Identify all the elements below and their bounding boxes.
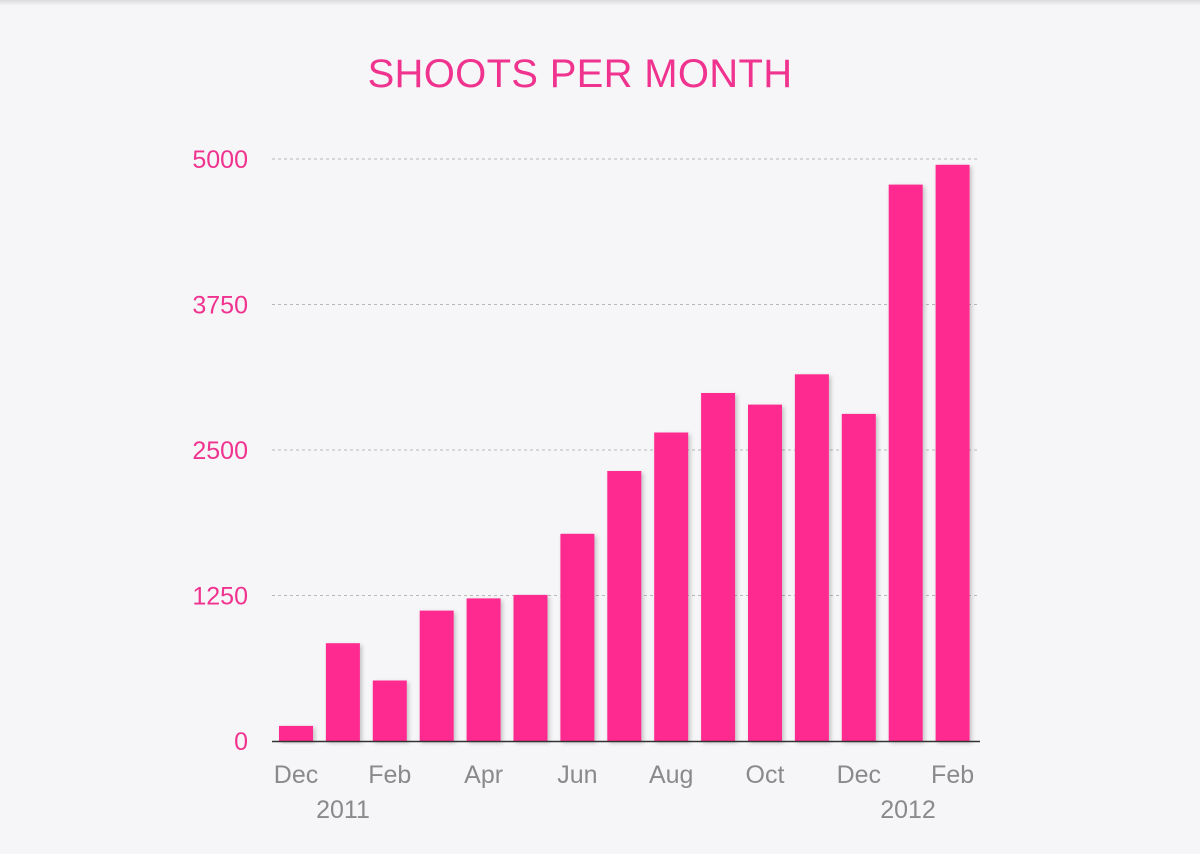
x-tick-label: Feb [368, 761, 411, 789]
bars [279, 164, 970, 742]
x-tick-label: Oct [746, 761, 785, 789]
bar [748, 404, 782, 741]
y-tick-label: 2500 [192, 437, 248, 465]
y-axis-ticks: 0 1250 2500 3750 5000 [192, 146, 248, 756]
bar [279, 725, 313, 741]
x-tick-label: Jun [557, 761, 597, 789]
bar [513, 594, 548, 741]
window-top-edge [0, 0, 1200, 6]
bar [372, 680, 407, 741]
bar [841, 413, 876, 741]
bar [654, 432, 689, 741]
x-tick-label: Feb [931, 761, 974, 789]
chart-title: SHOOTS PER MONTH [367, 52, 793, 96]
y-tick-label: 0 [234, 728, 248, 756]
bar [325, 643, 360, 741]
x-tick-label: Aug [649, 761, 693, 789]
bar [466, 598, 501, 741]
y-tick-label: 1250 [192, 583, 248, 611]
bar [701, 393, 736, 741]
bar [560, 533, 595, 741]
bar [888, 184, 923, 742]
bar [935, 164, 970, 742]
x-tick-label: Dec [837, 761, 881, 789]
year-label: 2012 [880, 796, 936, 824]
bar [607, 471, 642, 741]
x-tick-label: Apr [464, 761, 503, 789]
bar [419, 610, 454, 741]
bar [794, 374, 829, 741]
year-label: 2011 [316, 796, 370, 824]
y-tick-label: 3750 [192, 292, 248, 320]
x-tick-label: Dec [274, 761, 318, 789]
y-tick-label: 5000 [192, 146, 248, 174]
x-axis-ticks: Dec Feb Apr Jun Aug Oct Dec Feb 2011 2012 [274, 761, 974, 824]
